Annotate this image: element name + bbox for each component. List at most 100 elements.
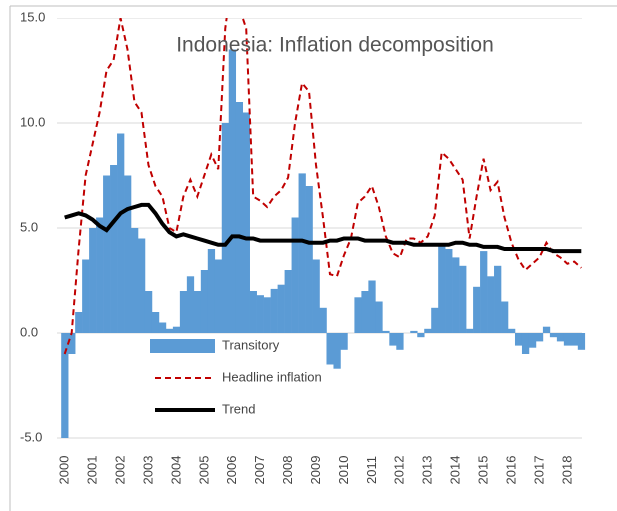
bar bbox=[263, 297, 271, 333]
bar bbox=[172, 326, 181, 333]
bar bbox=[570, 333, 579, 346]
bar bbox=[249, 291, 257, 333]
bar bbox=[438, 244, 446, 333]
bar bbox=[480, 251, 488, 333]
bar bbox=[563, 333, 572, 346]
bar bbox=[186, 276, 195, 333]
bar bbox=[214, 259, 223, 333]
x-tick-label: 2007 bbox=[252, 456, 267, 485]
bar bbox=[549, 333, 558, 338]
bar bbox=[270, 288, 278, 333]
bar bbox=[326, 333, 334, 365]
bar bbox=[75, 312, 83, 333]
x-tick-label: 2006 bbox=[224, 456, 239, 485]
bar bbox=[521, 333, 530, 354]
legend-label: Transitory bbox=[222, 337, 280, 352]
bar bbox=[542, 326, 551, 333]
bar bbox=[179, 291, 188, 333]
bar bbox=[361, 291, 369, 333]
bar bbox=[103, 175, 111, 333]
bar bbox=[110, 165, 118, 333]
bar bbox=[221, 123, 230, 333]
bar bbox=[382, 330, 390, 333]
legend-label: Headline inflation bbox=[222, 369, 322, 384]
bar bbox=[291, 217, 299, 333]
y-tick-label: 10.0 bbox=[20, 114, 45, 129]
x-tick-label: 2000 bbox=[57, 456, 72, 485]
plot-area bbox=[57, 18, 586, 439]
x-tick-label: 2018 bbox=[559, 456, 574, 485]
bar bbox=[514, 333, 523, 346]
bar bbox=[151, 312, 160, 333]
bar bbox=[68, 333, 76, 354]
bar bbox=[466, 328, 474, 333]
x-tick-label: 2013 bbox=[420, 456, 435, 485]
bar bbox=[200, 270, 209, 333]
bar bbox=[424, 328, 432, 333]
x-tick-label: 2003 bbox=[140, 456, 155, 485]
bar bbox=[228, 49, 237, 333]
bar bbox=[144, 291, 153, 333]
bar bbox=[235, 102, 244, 333]
bar bbox=[445, 249, 453, 333]
bar bbox=[298, 173, 306, 333]
bar bbox=[96, 217, 104, 333]
bar bbox=[242, 112, 250, 333]
bar bbox=[131, 228, 139, 333]
bar bbox=[193, 291, 202, 333]
x-tick-label: 2005 bbox=[196, 456, 211, 485]
x-tick-label: 2009 bbox=[308, 456, 323, 485]
y-tick-label: -5.0 bbox=[20, 429, 42, 444]
x-tick-label: 2015 bbox=[476, 456, 491, 485]
bar bbox=[305, 186, 313, 333]
bar bbox=[368, 280, 376, 333]
x-tick-label: 2001 bbox=[85, 456, 100, 485]
bar bbox=[417, 333, 425, 338]
x-tick-label: 2016 bbox=[503, 456, 518, 485]
bar bbox=[89, 228, 97, 333]
y-tick-label: 0.0 bbox=[20, 324, 38, 339]
bar bbox=[61, 333, 69, 438]
bar bbox=[528, 333, 537, 348]
bar bbox=[319, 307, 327, 333]
y-tick-label: 5.0 bbox=[20, 219, 38, 234]
bar bbox=[312, 259, 320, 333]
x-tick-label: 2014 bbox=[448, 456, 463, 485]
line bbox=[64, 202, 582, 254]
line bbox=[63, 18, 582, 355]
x-tick-label: 2011 bbox=[364, 456, 379, 484]
bar bbox=[473, 286, 481, 333]
bar bbox=[158, 322, 167, 333]
x-tick-label: 2010 bbox=[336, 456, 351, 485]
bar bbox=[494, 265, 502, 333]
bar bbox=[556, 333, 565, 342]
x-tick-label: 2004 bbox=[168, 456, 183, 485]
chart-title: Indonesia: Inflation decomposition bbox=[176, 34, 494, 57]
bar bbox=[501, 301, 509, 333]
bar bbox=[117, 133, 125, 333]
bar bbox=[165, 328, 174, 333]
bar bbox=[124, 175, 132, 333]
bar bbox=[207, 249, 216, 333]
bar bbox=[431, 307, 439, 333]
bar bbox=[284, 270, 292, 333]
x-tick-label: 2017 bbox=[531, 456, 546, 485]
bar bbox=[354, 297, 362, 333]
bar bbox=[277, 284, 285, 333]
bar bbox=[535, 333, 544, 342]
bar bbox=[389, 333, 397, 346]
bar bbox=[340, 333, 348, 350]
legend-swatch bbox=[150, 339, 215, 353]
bar bbox=[507, 328, 516, 333]
bar bbox=[487, 276, 495, 333]
bar bbox=[375, 301, 383, 333]
x-tick-label: 2012 bbox=[392, 456, 407, 485]
bar bbox=[137, 238, 146, 333]
x-tick-label: 2002 bbox=[112, 456, 127, 485]
bar bbox=[452, 257, 460, 333]
bar bbox=[333, 333, 341, 369]
bar bbox=[256, 295, 264, 333]
bar bbox=[577, 333, 586, 350]
bar bbox=[410, 330, 418, 333]
